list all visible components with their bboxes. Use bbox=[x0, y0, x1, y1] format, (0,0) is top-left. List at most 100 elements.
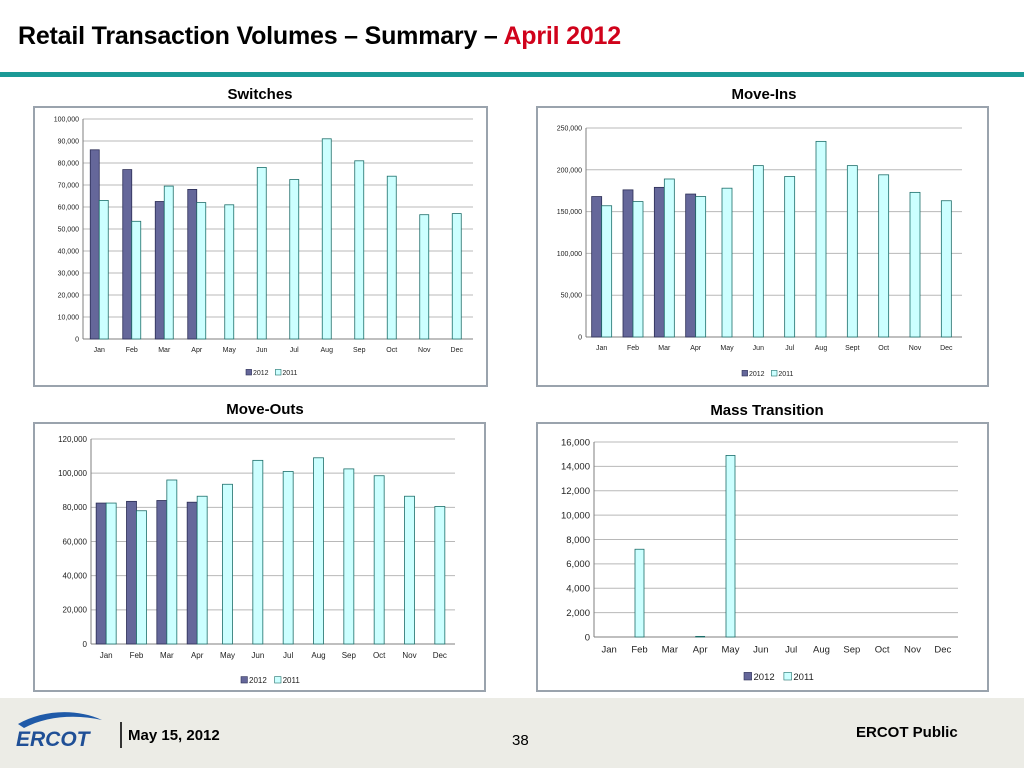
x-tick-label: Nov bbox=[402, 651, 416, 660]
bar-2011 bbox=[846, 165, 858, 338]
y-tick-label: 0 bbox=[585, 632, 590, 643]
x-tick-label: Mar bbox=[160, 651, 174, 660]
bar-2011 bbox=[136, 510, 147, 645]
y-tick-label: 12,000 bbox=[561, 486, 590, 497]
y-tick-label: 100,000 bbox=[54, 116, 79, 123]
legend-label-2012: 2012 bbox=[253, 370, 269, 377]
title-rule bbox=[0, 72, 1024, 77]
x-tick-label: Aug bbox=[311, 651, 325, 660]
chart-move-ins: 0 50,000 100,000 150,000 200,000 250,000 Jan Fe… bbox=[557, 125, 962, 378]
footer-separator bbox=[120, 722, 122, 748]
chart-title-mass-transition: Mass Transition bbox=[710, 402, 824, 419]
y-tick-label: 4,000 bbox=[566, 584, 590, 595]
x-tick-label: Aug bbox=[813, 645, 830, 656]
y-tick-label: 0 bbox=[578, 334, 582, 341]
y-tick-label: 16,000 bbox=[561, 437, 590, 448]
slide-title: Retail Transaction Volumes – Summary – A… bbox=[18, 22, 621, 51]
x-tick-label: May bbox=[720, 345, 734, 352]
legend-swatch-2011 bbox=[783, 672, 792, 681]
x-tick-label: Mar bbox=[658, 345, 671, 352]
chart-title-switches: Switches bbox=[227, 86, 293, 103]
bar-2012 bbox=[122, 169, 133, 340]
bar-2011 bbox=[224, 204, 235, 340]
bar-2011 bbox=[196, 202, 207, 340]
bar-2011 bbox=[663, 178, 675, 338]
legend-swatch-2011 bbox=[771, 370, 778, 377]
legend-swatch-2011 bbox=[274, 676, 282, 684]
bar-2011 bbox=[166, 479, 178, 645]
bar-2011 bbox=[752, 165, 764, 338]
x-tick-label: Dec bbox=[451, 347, 464, 354]
y-tick-label: 90,000 bbox=[58, 138, 80, 145]
bar-2012 bbox=[186, 501, 198, 645]
bar-2011 bbox=[878, 174, 890, 338]
x-tick-label: Jun bbox=[256, 347, 267, 354]
chart-title-move-ins: Move-Ins bbox=[731, 86, 797, 103]
bar-2012 bbox=[685, 193, 697, 338]
y-tick-label: 6,000 bbox=[566, 559, 590, 570]
bar-2012 bbox=[591, 196, 603, 338]
x-tick-label: Jul bbox=[283, 651, 293, 660]
x-tick-label: Aug bbox=[815, 345, 828, 352]
x-tick-label: Feb bbox=[631, 645, 647, 656]
bar-2012 bbox=[95, 502, 107, 645]
x-tick-label: Sep bbox=[843, 645, 860, 656]
chart-panel-move-outs: 0 20,000 40,000 60,000 80,000 100,000 120,000 J… bbox=[33, 422, 486, 692]
bar-2012 bbox=[156, 500, 168, 645]
y-tick-label: 120,000 bbox=[58, 435, 87, 444]
bar-2011 bbox=[289, 179, 300, 340]
legend-label-2012: 2012 bbox=[754, 672, 775, 683]
footer-classification: ERCOT Public bbox=[856, 724, 958, 741]
legend-swatch-2011 bbox=[275, 369, 282, 376]
legend-label-2011: 2011 bbox=[778, 371, 793, 378]
bar-2011 bbox=[131, 220, 142, 340]
x-tick-label: May bbox=[223, 347, 237, 354]
x-tick-label: Oct bbox=[875, 645, 890, 656]
bar-2011 bbox=[282, 471, 294, 645]
x-tick-label: Dec bbox=[940, 345, 953, 352]
bar-2012 bbox=[622, 189, 634, 338]
y-tick-label: 100,000 bbox=[557, 251, 582, 258]
legend-swatch-2012 bbox=[741, 370, 748, 377]
legend-label-2012: 2012 bbox=[249, 676, 267, 685]
bar-2011 bbox=[784, 176, 796, 338]
y-tick-label: 10,000 bbox=[561, 510, 590, 521]
chart-mass-transition: 0 2,000 4,000 6,000 8,000 10,000 12,000 14,000 1… bbox=[561, 437, 958, 683]
x-tick-label: Nov bbox=[909, 345, 922, 352]
bar-2011 bbox=[451, 213, 462, 340]
bar-2011 bbox=[695, 196, 707, 338]
bar-2011 bbox=[373, 475, 385, 645]
x-tick-label: Feb bbox=[130, 651, 144, 660]
bar-2011 bbox=[196, 495, 208, 645]
y-tick-label: 8,000 bbox=[566, 535, 590, 546]
chart-switches: 0 10,000 20,000 30,000 40,000 50,000 60,000 70,… bbox=[54, 116, 473, 377]
bar-2011 bbox=[386, 175, 397, 340]
chart-panel-switches: 0 10,000 20,000 30,000 40,000 50,000 60,000 70,… bbox=[33, 106, 488, 387]
x-tick-label: Apr bbox=[690, 345, 702, 352]
bar-2011 bbox=[419, 214, 430, 340]
x-tick-label: Oct bbox=[878, 345, 889, 352]
x-tick-label: Jan bbox=[100, 651, 113, 660]
title-main: Retail Transaction Volumes – Summary – bbox=[18, 22, 504, 50]
y-tick-label: 14,000 bbox=[561, 462, 590, 473]
x-tick-label: Apr bbox=[693, 645, 708, 656]
bar-2011 bbox=[98, 200, 109, 340]
x-tick-label: Jul bbox=[785, 645, 797, 656]
bar-2011 bbox=[222, 483, 233, 645]
bar-2011 bbox=[163, 185, 174, 340]
y-tick-label: 40,000 bbox=[63, 571, 88, 580]
bar-2012 bbox=[89, 149, 100, 340]
bar-2011 bbox=[909, 191, 921, 338]
bar-2012 bbox=[126, 500, 137, 645]
x-tick-label: Dec bbox=[433, 651, 447, 660]
bar-2012 bbox=[154, 201, 165, 340]
x-tick-label: Sep bbox=[353, 347, 366, 354]
x-tick-label: Oct bbox=[386, 347, 397, 354]
y-tick-label: 40,000 bbox=[58, 248, 80, 255]
x-tick-label: Jul bbox=[290, 347, 299, 354]
y-tick-label: 0 bbox=[83, 640, 88, 649]
x-tick-label: Feb bbox=[627, 345, 639, 352]
x-tick-label: Apr bbox=[191, 347, 203, 354]
bar-2012 bbox=[653, 186, 665, 338]
chart-panel-mass-transition: 0 2,000 4,000 6,000 8,000 10,000 12,000 14,000 1… bbox=[536, 422, 989, 692]
